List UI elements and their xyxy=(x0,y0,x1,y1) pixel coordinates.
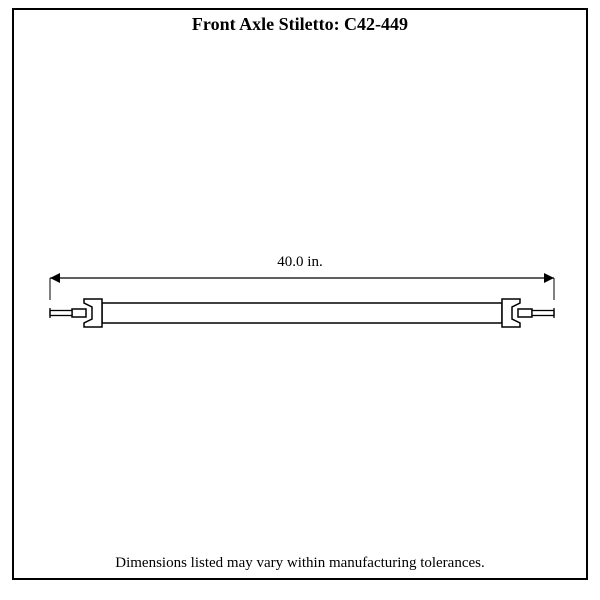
dimension-line xyxy=(50,273,554,300)
footer-note: Dimensions listed may vary within manufa… xyxy=(14,555,586,572)
axle-drawing xyxy=(14,10,590,582)
axle-right-fitting xyxy=(502,299,554,327)
axle-left-fitting xyxy=(50,299,102,327)
axle-tube xyxy=(102,303,502,323)
diagram-frame: Front Axle Stiletto: C42-449 40.0 in. xyxy=(12,8,588,580)
